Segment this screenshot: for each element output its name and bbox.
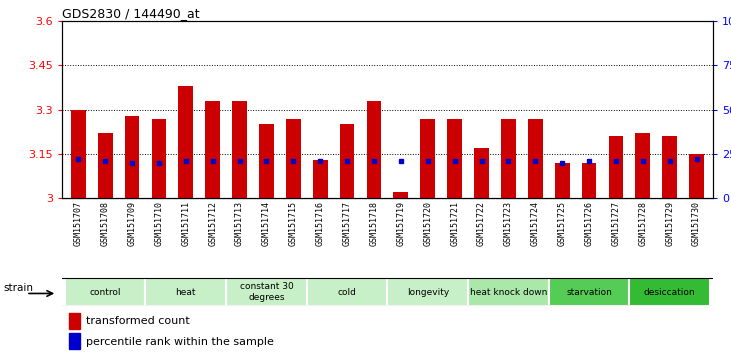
Text: constant 30
degrees: constant 30 degrees <box>240 282 293 302</box>
Text: percentile rank within the sample: percentile rank within the sample <box>86 337 273 347</box>
Bar <box>65 278 145 306</box>
Text: GSM151709: GSM151709 <box>127 201 137 246</box>
Bar <box>387 278 468 306</box>
Bar <box>608 136 624 198</box>
Bar <box>528 119 542 198</box>
Bar <box>307 278 387 306</box>
Text: GSM151710: GSM151710 <box>154 201 164 246</box>
Bar <box>501 119 516 198</box>
Text: cold: cold <box>338 287 357 297</box>
Text: GSM151712: GSM151712 <box>208 201 217 246</box>
Text: GSM151728: GSM151728 <box>638 201 648 246</box>
Bar <box>474 148 489 198</box>
Bar <box>366 101 382 198</box>
Bar <box>629 278 710 306</box>
Bar <box>125 116 140 198</box>
Bar <box>205 101 220 198</box>
Text: GSM151711: GSM151711 <box>181 201 190 246</box>
Text: GSM151723: GSM151723 <box>504 201 513 246</box>
Bar <box>635 133 650 198</box>
Bar <box>393 192 409 198</box>
Text: GSM151707: GSM151707 <box>74 201 83 246</box>
Text: GSM151714: GSM151714 <box>262 201 271 246</box>
Text: GSM151725: GSM151725 <box>558 201 567 246</box>
Text: heat knock down: heat knock down <box>470 287 547 297</box>
Bar <box>69 333 80 349</box>
Bar <box>259 125 274 198</box>
Text: GSM151722: GSM151722 <box>477 201 486 246</box>
Text: GDS2830 / 144490_at: GDS2830 / 144490_at <box>62 7 200 20</box>
Text: GSM151726: GSM151726 <box>585 201 594 246</box>
Text: starvation: starvation <box>566 287 612 297</box>
Text: GSM151729: GSM151729 <box>665 201 674 246</box>
Bar <box>151 119 167 198</box>
Bar <box>582 163 596 198</box>
Bar <box>468 278 549 306</box>
Bar <box>340 125 355 198</box>
Bar <box>420 119 435 198</box>
Bar <box>178 86 193 198</box>
Text: transformed count: transformed count <box>86 316 189 326</box>
Bar <box>662 136 677 198</box>
Text: GSM151715: GSM151715 <box>289 201 298 246</box>
Bar <box>69 313 80 329</box>
Text: GSM151720: GSM151720 <box>423 201 432 246</box>
Bar <box>226 278 307 306</box>
Bar <box>689 154 704 198</box>
Text: GSM151721: GSM151721 <box>450 201 459 246</box>
Text: desiccation: desiccation <box>644 287 695 297</box>
Text: GSM151718: GSM151718 <box>369 201 379 246</box>
Text: control: control <box>89 287 121 297</box>
Text: GSM151727: GSM151727 <box>611 201 621 246</box>
Bar <box>71 110 86 198</box>
Bar <box>232 101 247 198</box>
Text: GSM151713: GSM151713 <box>235 201 244 246</box>
Bar <box>145 278 226 306</box>
Bar <box>447 119 462 198</box>
Text: heat: heat <box>175 287 196 297</box>
Text: GSM151719: GSM151719 <box>396 201 406 246</box>
Bar <box>555 163 569 198</box>
Bar <box>549 278 629 306</box>
Text: GSM151708: GSM151708 <box>101 201 110 246</box>
Bar <box>286 119 300 198</box>
Text: GSM151716: GSM151716 <box>316 201 325 246</box>
Text: GSM151730: GSM151730 <box>692 201 701 246</box>
Text: longevity: longevity <box>406 287 449 297</box>
Bar <box>313 160 327 198</box>
Text: GSM151717: GSM151717 <box>343 201 352 246</box>
Text: GSM151724: GSM151724 <box>531 201 539 246</box>
Text: strain: strain <box>3 283 33 293</box>
Bar <box>98 133 113 198</box>
